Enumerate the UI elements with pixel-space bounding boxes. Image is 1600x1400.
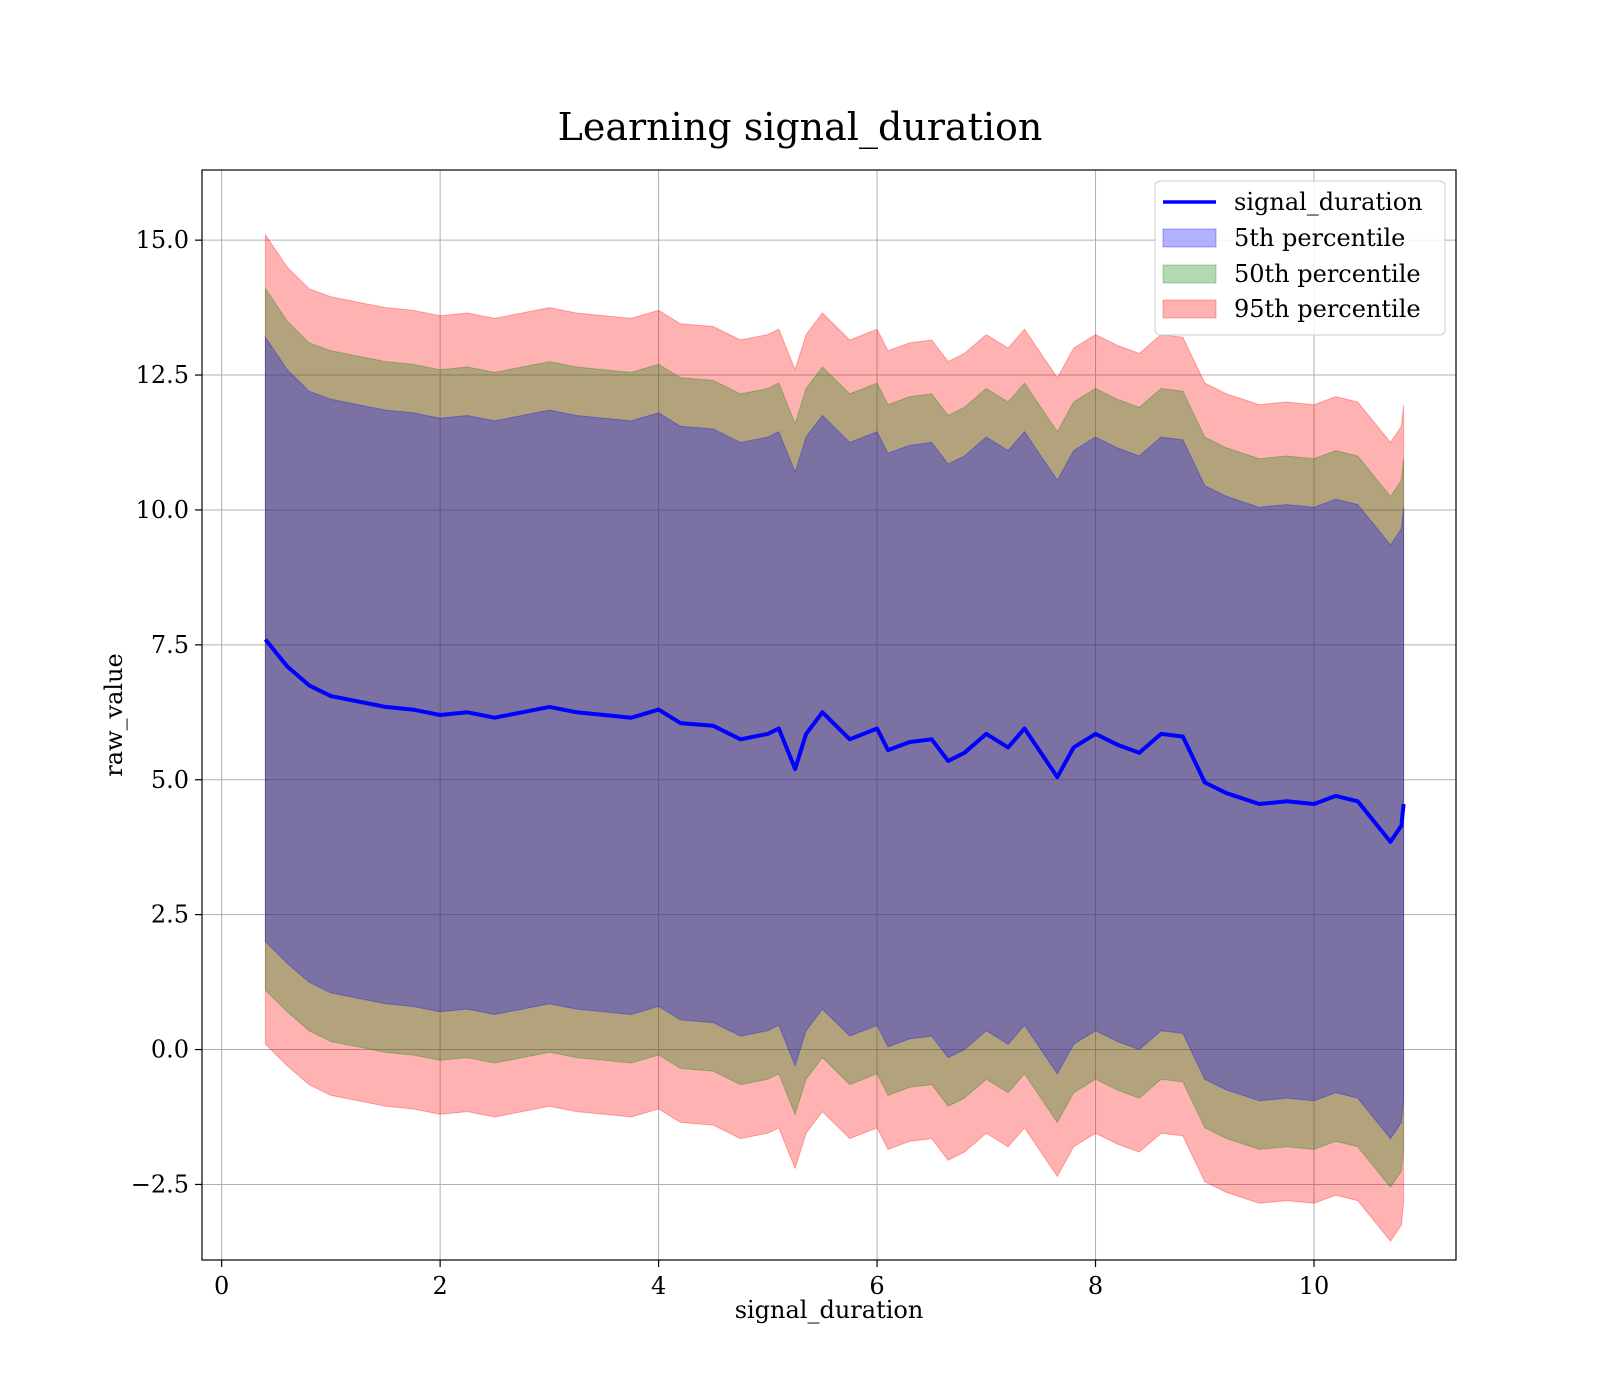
band-50th-percentile (264, 287, 1405, 1189)
legend-label-signal-duration: signal_duration (1234, 188, 1423, 216)
y-axis-label: raw_value (100, 653, 128, 777)
y-tick-label: 12.5 (136, 361, 189, 389)
legend-label-95th-percentile: 95th percentile (1234, 295, 1421, 323)
legend-swatch-95th (1162, 299, 1217, 319)
y-tick-label: 10.0 (136, 496, 189, 524)
y-tick-label: 7.5 (151, 631, 189, 659)
series-line-signal-duration (263, 638, 1406, 844)
x-axis-label: signal_duration (735, 1296, 924, 1324)
legend-label-50th-percentile: 50th percentile (1234, 260, 1421, 288)
y-tick-label: 2.5 (151, 901, 189, 929)
legend-swatch-50th (1162, 264, 1217, 284)
line-layer (263, 638, 1406, 844)
y-tick-label: 5.0 (151, 766, 189, 794)
chart-title: Learning signal_duration (558, 105, 1043, 150)
grid-layer (202, 170, 1456, 1260)
y-tick-label: 15.0 (136, 226, 189, 254)
legend-label-5th-percentile: 5th percentile (1234, 224, 1405, 252)
x-tick-label: 2 (432, 1272, 447, 1300)
x-tick-layer: 0 2 4 6 8 10 (214, 1260, 1329, 1300)
x-tick-label: 6 (869, 1272, 884, 1300)
legend-swatch-5th (1162, 228, 1217, 248)
plot-frame (201, 169, 1457, 1261)
y-tick-layer: −2.5 0.0 2.5 5.0 7.5 10.0 12.5 15.0 (131, 226, 202, 1198)
legend-box (1154, 180, 1446, 336)
x-tick-label: 0 (214, 1272, 229, 1300)
y-tick-label: −2.5 (131, 1170, 189, 1198)
legend: signal_duration 5th percentile 50th perc… (1154, 180, 1446, 336)
bands-layer (264, 233, 1405, 1242)
y-tick-label: 0.0 (151, 1036, 189, 1064)
x-tick-label: 8 (1088, 1272, 1103, 1300)
band-95th-percentile (264, 233, 1405, 1242)
x-tick-label: 10 (1299, 1272, 1330, 1300)
x-tick-label: 4 (651, 1272, 666, 1300)
band-5th-percentile (264, 335, 1405, 1140)
